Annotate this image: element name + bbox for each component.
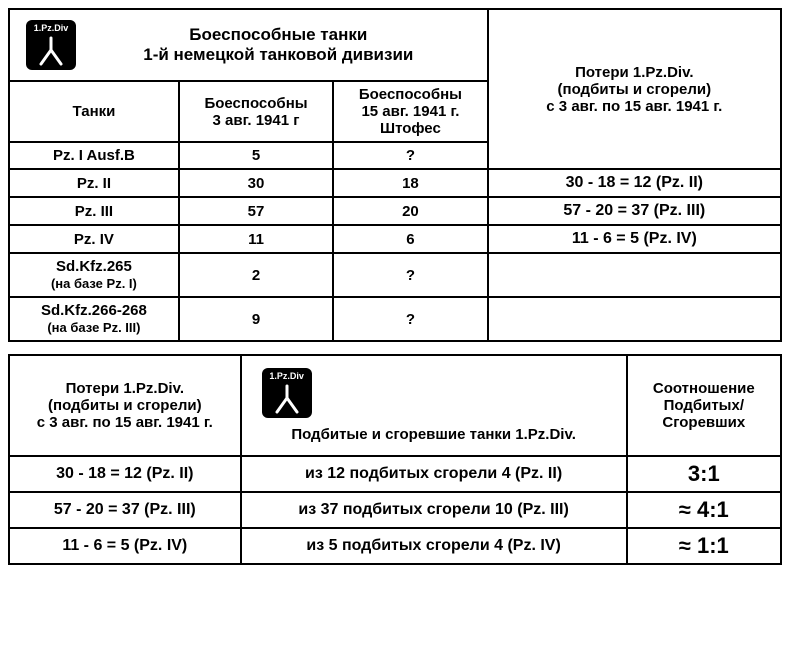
col-3aug: Боеспособны 3 авг. 1941 г bbox=[179, 81, 333, 142]
losses-title-l2: (подбиты и сгорели) bbox=[558, 81, 712, 98]
badge-y-icon bbox=[26, 36, 76, 71]
table-losses-ratio: Потери 1.Pz.Div. (подбиты и сгорели) с 3… bbox=[8, 354, 782, 565]
badge-y-icon bbox=[262, 384, 312, 418]
table-row: Pz. III 57 20 57 - 20 = 37 (Pz. III) bbox=[9, 197, 781, 225]
row5-name: Sd.Kfz.266-268 (на базе Pz. III) bbox=[9, 297, 179, 341]
badge-label: 1.Pz.Div bbox=[26, 23, 76, 33]
losses-title-l3: с 3 авг. по 15 авг. 1941 г. bbox=[546, 98, 722, 115]
table-operational-tanks: 1.Pz.Div Боеспособные танки 1-й немецкой… bbox=[8, 8, 782, 342]
table1-title-line2: 1-й немецкой танковой дивизии bbox=[143, 45, 413, 64]
t2-losses-header: Потери 1.Pz.Div. (подбиты и сгорели) с 3… bbox=[9, 355, 241, 456]
col-tanks: Танки bbox=[9, 81, 179, 142]
losses-header-cell: Потери 1.Pz.Div. (подбиты и сгорели) с 3… bbox=[488, 9, 781, 169]
col-15aug: Боеспособны 15 авг. 1941 г. Штофес bbox=[333, 81, 487, 142]
table-row: 30 - 18 = 12 (Pz. II) из 12 подбитых сго… bbox=[9, 456, 781, 492]
t2-ratio-header: Соотношение Подбитых/ Сгоревших bbox=[627, 355, 781, 456]
table-row: Sd.Kfz.266-268 (на базе Pz. III) 9 ? bbox=[9, 297, 781, 341]
table-row: Pz. IV 11 6 11 - 6 = 5 (Pz. IV) bbox=[9, 225, 781, 253]
table-row: Sd.Kfz.265 (на базе Pz. I) 2 ? bbox=[9, 253, 781, 297]
table-row: Pz. II 30 18 30 - 18 = 12 (Pz. II) bbox=[9, 169, 781, 197]
table-row: 57 - 20 = 37 (Pz. III) из 37 подбитых сг… bbox=[9, 492, 781, 528]
division-badge: 1.Pz.Div bbox=[262, 368, 312, 418]
losses-title-l1: Потери 1.Pz.Div. bbox=[575, 64, 693, 81]
row4-name: Sd.Kfz.265 (на базе Pz. I) bbox=[9, 253, 179, 297]
table1-title-cell: 1.Pz.Div Боеспособные танки 1-й немецкой… bbox=[9, 9, 488, 81]
table1-title-line1: Боеспособные танки bbox=[189, 25, 367, 44]
table-row: 11 - 6 = 5 (Pz. IV) из 5 подбитых сгорел… bbox=[9, 528, 781, 564]
division-badge: 1.Pz.Div bbox=[26, 20, 76, 70]
t2-burned-header: 1.Pz.Div Подбитые и сгоревшие танки 1.Pz… bbox=[241, 355, 627, 456]
